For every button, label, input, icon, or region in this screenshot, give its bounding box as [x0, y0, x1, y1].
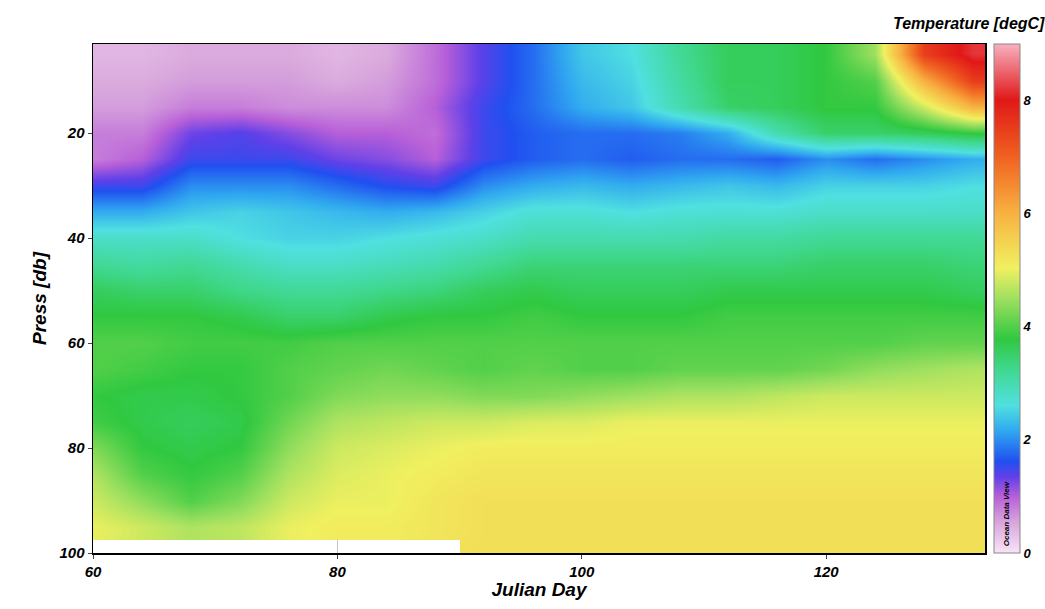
svg-text:20: 20 — [67, 124, 85, 141]
svg-text:0: 0 — [1024, 546, 1032, 561]
svg-text:6: 6 — [1024, 206, 1032, 221]
svg-text:100: 100 — [59, 544, 85, 561]
svg-text:60: 60 — [85, 563, 102, 580]
svg-text:100: 100 — [569, 563, 595, 580]
svg-text:Press [db]: Press [db] — [29, 251, 50, 345]
svg-text:Julian Day: Julian Day — [491, 580, 587, 601]
svg-text:4: 4 — [1023, 319, 1032, 334]
svg-text:120: 120 — [814, 563, 840, 580]
svg-text:80: 80 — [329, 563, 346, 580]
svg-text:Ocean Data View: Ocean Data View — [1002, 481, 1011, 546]
svg-text:Temperature [degC]: Temperature [degC] — [893, 15, 1045, 32]
svg-text:40: 40 — [67, 229, 85, 246]
svg-text:60: 60 — [68, 334, 85, 351]
svg-text:8: 8 — [1024, 93, 1032, 108]
svg-text:2: 2 — [1023, 432, 1032, 447]
svg-text:80: 80 — [68, 439, 85, 456]
